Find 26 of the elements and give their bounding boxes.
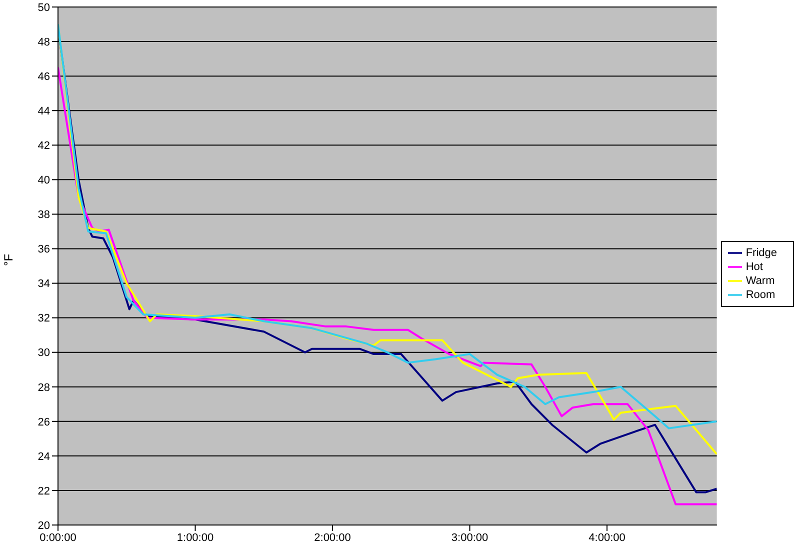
y-tick-label: 48 [38,36,50,48]
x-tick-label: 3:00:00 [451,532,488,544]
y-tick-label: 42 [38,140,50,152]
y-axis-title: °F [1,254,16,266]
legend-label: Room [746,288,776,300]
y-tick-label: 50 [38,2,50,14]
y-tick-label: 34 [38,278,50,290]
y-tick-label: 26 [38,416,50,428]
y-tick-label: 40 [38,174,50,187]
y-tick-label: 28 [38,382,50,394]
y-tick-label: 44 [38,106,50,118]
y-tick-label: 32 [38,312,50,325]
y-tick-label: 46 [38,70,50,83]
y-tick-label: 24 [38,450,50,463]
y-tick-label: 22 [38,485,50,498]
y-tick-label: 38 [38,209,50,222]
y-tick-label: 20 [38,520,50,532]
y-tick-label: 36 [38,244,50,256]
legend-label: Hot [746,260,763,272]
legend-label: Fridge [746,246,777,258]
x-tick-label: 2:00:00 [314,532,351,544]
legend-label: Warm [746,274,775,286]
x-tick-label: 1:00:00 [176,532,214,544]
y-tick-label: 30 [38,347,50,360]
x-tick-label: 4:00:00 [588,532,626,544]
x-tick-label: 0:00:00 [40,532,76,544]
